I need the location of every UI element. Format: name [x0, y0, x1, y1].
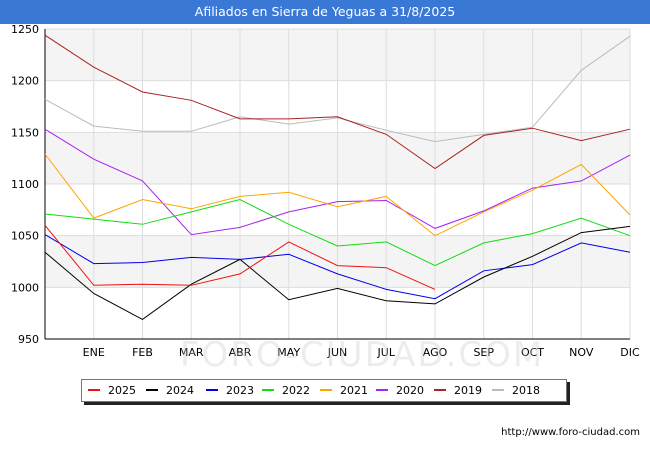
series-line-2021 — [44, 153, 631, 237]
x-tick-label: DIC — [620, 346, 640, 359]
source-url: http://www.foro-ciudad.com — [501, 427, 640, 438]
legend-item-2023: 2023 — [206, 380, 254, 401]
y-tick-label: 1200 — [11, 75, 39, 88]
y-tick-label: 1050 — [11, 230, 39, 243]
legend-item-2024: 2024 — [146, 380, 194, 401]
y-tick-label: 1150 — [11, 126, 39, 139]
legend-label: 2020 — [396, 384, 424, 397]
legend-item-2018: 2018 — [492, 380, 540, 401]
legend-label: 2022 — [282, 384, 310, 397]
x-tick-label: AGO — [423, 346, 448, 359]
series-line-2020 — [44, 128, 631, 236]
x-tick-label: MAY — [277, 346, 300, 359]
legend-swatch — [262, 389, 274, 391]
y-tick-label: 1250 — [11, 23, 39, 36]
legend-swatch — [376, 389, 388, 391]
legend-item-2021: 2021 — [320, 380, 368, 401]
legend-swatch — [206, 389, 218, 391]
legend-item-2020: 2020 — [376, 380, 424, 401]
legend-swatch — [320, 389, 332, 391]
y-tick-label: 950 — [18, 333, 39, 346]
series-line-2023 — [44, 234, 631, 300]
legend-swatch — [492, 389, 504, 391]
legend-swatch — [146, 389, 158, 391]
watermark: FORO-CIUDAD.COM — [180, 335, 545, 375]
series-line-2019 — [44, 34, 631, 170]
legend-item-2022: 2022 — [262, 380, 310, 401]
y-tick-label: 1100 — [11, 178, 39, 191]
x-tick-label: MAR — [179, 346, 204, 359]
x-tick-label: OCT — [521, 346, 544, 359]
legend-item-2019: 2019 — [434, 380, 482, 401]
legend-label: 2024 — [166, 384, 194, 397]
legend-label: 2018 — [512, 384, 540, 397]
series-line-2025 — [44, 224, 436, 290]
legend-item-2025: 2025 — [88, 380, 136, 401]
x-tick-label: FEB — [132, 346, 153, 359]
series-line-2024 — [44, 225, 631, 320]
series-line-2022 — [44, 198, 631, 267]
legend-label: 2021 — [340, 384, 368, 397]
series-line-2018 — [44, 35, 631, 143]
legend-label: 2019 — [454, 384, 482, 397]
legend-swatch — [434, 389, 446, 391]
x-tick-label: ENE — [83, 346, 105, 359]
y-tick-label: 1000 — [11, 281, 39, 294]
x-tick-label: NOV — [569, 346, 594, 359]
chart-legend: 2025 2024 2023 2022 2021 2020 2019 2018 — [81, 379, 567, 402]
legend-label: 2023 — [226, 384, 254, 397]
x-tick-label: SEP — [473, 346, 494, 359]
x-tick-label: JUL — [377, 346, 396, 359]
legend-swatch — [88, 389, 100, 391]
x-tick-label: ABR — [229, 346, 252, 359]
legend-label: 2025 — [108, 384, 136, 397]
chart-title: Afiliados en Sierra de Yeguas a 31/8/202… — [0, 0, 650, 24]
x-tick-label: JUN — [327, 346, 348, 359]
